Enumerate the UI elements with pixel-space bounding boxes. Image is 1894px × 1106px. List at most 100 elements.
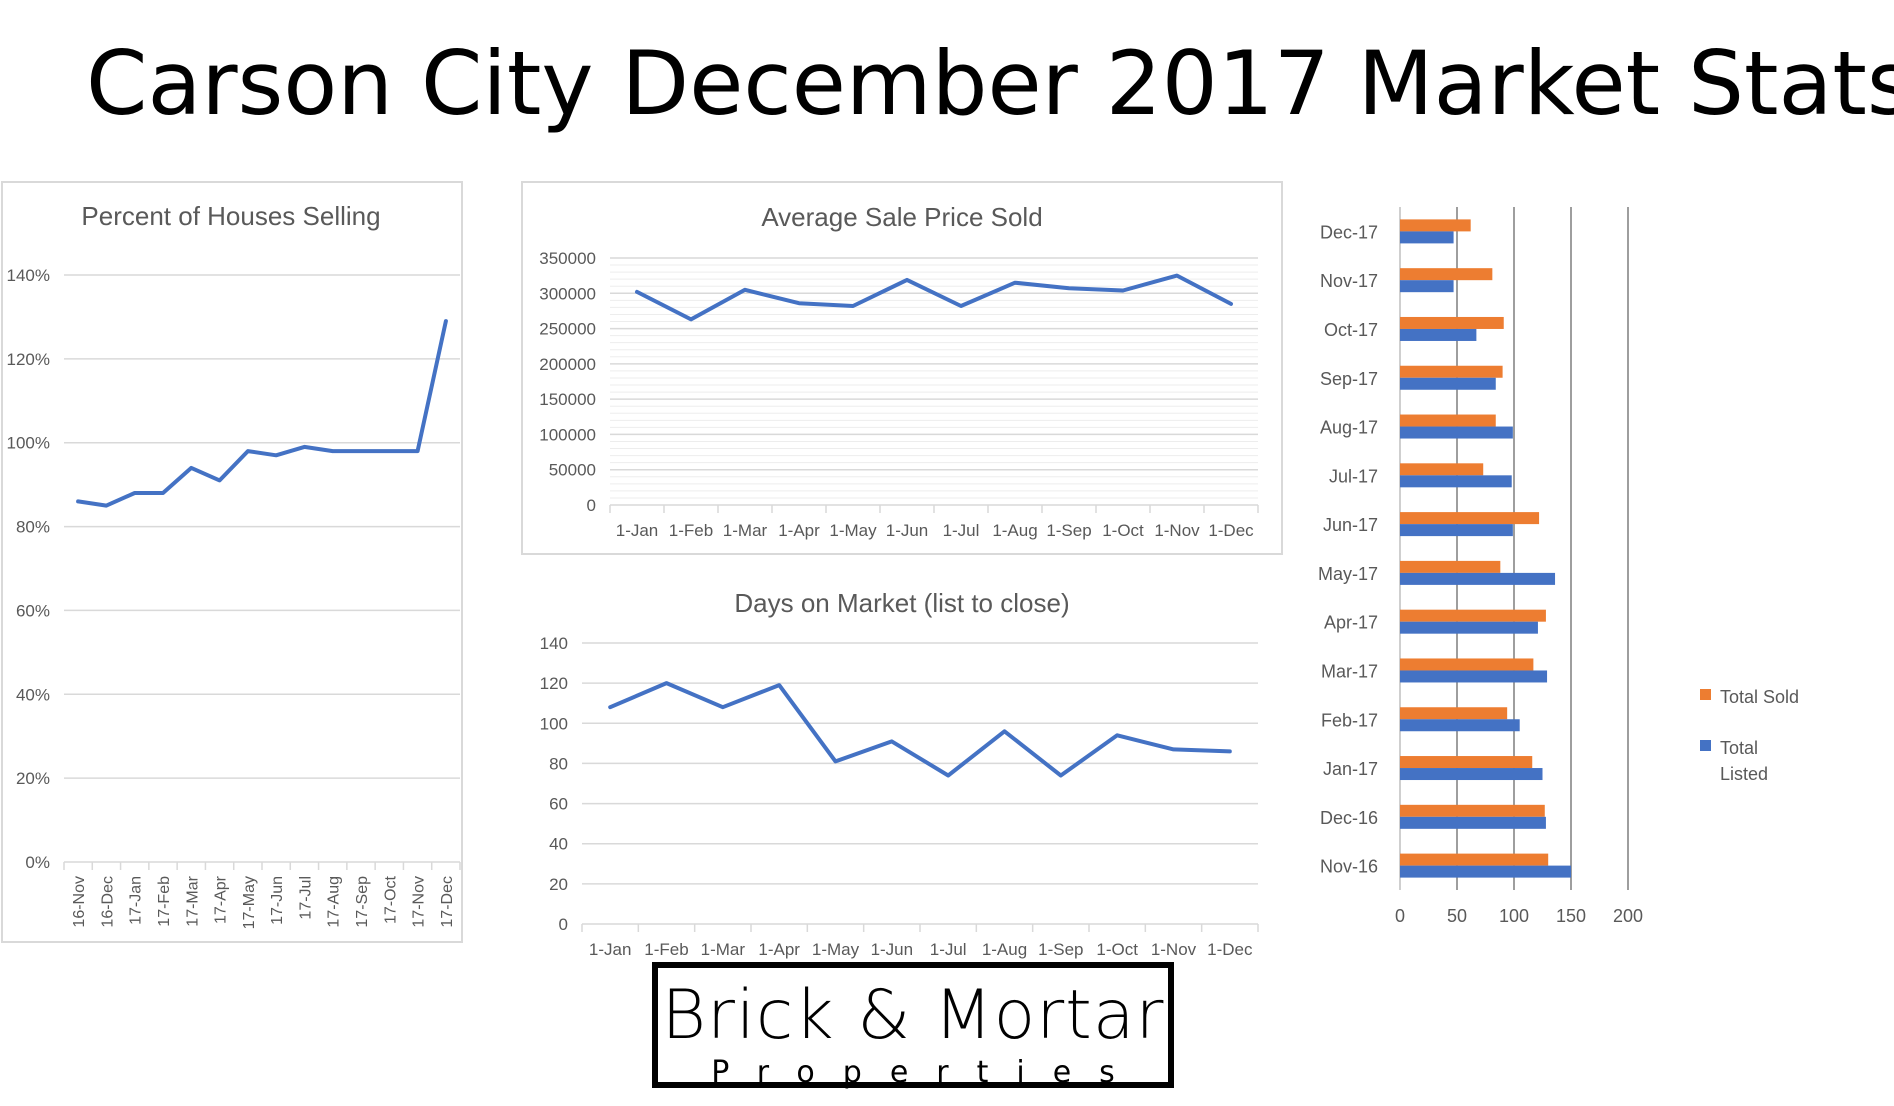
y-tick-label: Dec-17 bbox=[1320, 222, 1378, 242]
y-tick-label: 100 bbox=[540, 714, 568, 733]
bar-total-listed bbox=[1400, 328, 1477, 341]
series-line bbox=[635, 273, 1233, 322]
y-tick-label: 0 bbox=[559, 915, 568, 934]
legend-swatch-listed bbox=[1700, 740, 1711, 751]
bar-total-listed bbox=[1400, 377, 1496, 390]
bar-total-sold bbox=[1400, 316, 1504, 329]
x-tick-label: 1-Oct bbox=[1096, 940, 1138, 959]
x-tick-label: 17-Jan bbox=[128, 876, 145, 925]
y-tick-label: 140 bbox=[540, 634, 568, 653]
bar-total-listed bbox=[1400, 426, 1513, 439]
x-tick-label: 1-Jan bbox=[589, 940, 632, 959]
logo-main-text: Brick & Mortar bbox=[661, 976, 1165, 1055]
bar-total-listed bbox=[1400, 280, 1454, 293]
x-tick-label: 150 bbox=[1556, 906, 1586, 926]
x-tick-label: 50 bbox=[1447, 906, 1467, 926]
x-tick-label: 1-May bbox=[812, 940, 860, 959]
x-tick-label: 1-Apr bbox=[758, 940, 800, 959]
x-tick-label: 0 bbox=[1395, 906, 1405, 926]
x-tick-label: 1-Aug bbox=[982, 940, 1027, 959]
bar-total-sold bbox=[1400, 463, 1484, 476]
bar-total-listed bbox=[1400, 572, 1556, 585]
x-tick-label: 1-Sep bbox=[1038, 940, 1083, 959]
legend: Total Sold Total Listed bbox=[1700, 687, 1799, 784]
x-tick-label: 1-Jul bbox=[930, 940, 967, 959]
y-tick-label: Apr-17 bbox=[1324, 613, 1378, 633]
y-tick-label: Sep-17 bbox=[1320, 369, 1378, 389]
y-tick-label: 200000 bbox=[539, 355, 596, 374]
x-tick-label: 1-Apr bbox=[778, 521, 820, 540]
x-tick-label: 1-Dec bbox=[1207, 940, 1253, 959]
series-line bbox=[608, 681, 1232, 778]
chart-frame bbox=[521, 181, 1283, 555]
legend-swatch-sold bbox=[1700, 689, 1711, 700]
y-tick-label: 120 bbox=[540, 674, 568, 693]
y-tick-label: 250000 bbox=[539, 320, 596, 339]
page-title: Carson City December 2017 Market Stats bbox=[86, 32, 1894, 135]
bar-total-sold bbox=[1400, 560, 1501, 573]
y-tick-label: 300000 bbox=[539, 284, 596, 303]
y-tick-label: Feb-17 bbox=[1321, 710, 1378, 730]
bar-total-listed bbox=[1400, 816, 1546, 829]
y-tick-label: Nov-17 bbox=[1320, 271, 1378, 291]
x-tick-label: 1-Sep bbox=[1046, 521, 1091, 540]
x-tick-label: 17-Apr bbox=[213, 875, 230, 924]
chart-soldlisted: 0 50 100 150 200 Nov-16 Dec-16 Jan-17 Feb-17 Mar-… bbox=[1318, 207, 1799, 926]
x-tick-label: 16-Nov bbox=[71, 876, 88, 928]
y-tick-label: Oct-17 bbox=[1324, 320, 1378, 340]
x-tick-label: 1-Oct bbox=[1102, 521, 1144, 540]
y-tick-label: 20 bbox=[549, 875, 568, 894]
bar-total-listed bbox=[1400, 524, 1513, 537]
x-tick-label: 1-Aug bbox=[992, 521, 1037, 540]
x-tick-label: 17-May bbox=[241, 876, 258, 929]
brand-logo: Brick & Mortar Properties bbox=[652, 962, 1174, 1088]
bar-total-listed bbox=[1400, 865, 1571, 878]
chart-frame bbox=[1, 181, 463, 943]
y-tick-label: Jul-17 bbox=[1329, 466, 1378, 486]
bar-total-listed bbox=[1400, 475, 1512, 488]
x-tick-label: 1-Mar bbox=[723, 521, 768, 540]
y-tick-label: Nov-16 bbox=[1320, 857, 1378, 877]
x-tick-label: 100 bbox=[1499, 906, 1529, 926]
bar-total-sold bbox=[1400, 365, 1503, 378]
y-tick-label: 20% bbox=[16, 769, 50, 788]
y-tick-label: Jun-17 bbox=[1323, 515, 1378, 535]
bar-total-sold bbox=[1400, 268, 1493, 281]
y-tick-label: 60% bbox=[16, 601, 50, 620]
x-tick-label: 17-Jun bbox=[269, 876, 286, 925]
x-tick-label: 200 bbox=[1613, 906, 1643, 926]
y-tick-label: Aug-17 bbox=[1320, 418, 1378, 438]
chart-title: Percent of Houses Selling bbox=[81, 201, 380, 231]
bar-total-sold bbox=[1400, 756, 1533, 769]
bar-total-sold bbox=[1400, 414, 1496, 427]
x-tick-label: 1-Jun bbox=[871, 940, 914, 959]
x-tick-label: 17-Jul bbox=[297, 876, 314, 920]
bar-total-sold bbox=[1400, 853, 1549, 866]
x-tick-label: 17-Nov bbox=[411, 876, 428, 928]
chart-dom: Days on Market (list to close) 0 20 40 60 80 1… bbox=[540, 588, 1259, 959]
chart-title: Average Sale Price Sold bbox=[761, 202, 1042, 232]
x-tick-label: 1-Jul bbox=[943, 521, 980, 540]
x-tick-label: 17-Feb bbox=[156, 876, 173, 927]
y-tick-label: 0 bbox=[587, 496, 596, 515]
bar-total-sold bbox=[1400, 219, 1471, 232]
x-tick-label: 17-Sep bbox=[354, 876, 371, 928]
y-tick-label: 350000 bbox=[539, 249, 596, 268]
x-tick-label: 1-Nov bbox=[1151, 940, 1197, 959]
y-tick-label: 100% bbox=[7, 434, 50, 453]
x-tick-label: 17-Dec bbox=[439, 876, 456, 928]
bar-total-listed bbox=[1400, 621, 1538, 634]
legend-label-sold: Total Sold bbox=[1720, 687, 1799, 707]
legend-label-listed: Total Listed bbox=[1720, 738, 1768, 784]
x-tick-label: 1-Feb bbox=[644, 940, 688, 959]
x-tick-label: 17-Oct bbox=[382, 875, 399, 924]
y-tick-label: 0% bbox=[25, 853, 50, 872]
y-tick-label: Mar-17 bbox=[1321, 661, 1378, 681]
y-tick-label: 140% bbox=[7, 266, 50, 285]
x-tick-label: 17-Aug bbox=[326, 876, 343, 928]
bar-total-listed bbox=[1400, 670, 1548, 683]
y-tick-label: 100000 bbox=[539, 425, 596, 444]
x-tick-label: 1-Mar bbox=[701, 940, 746, 959]
y-tick-label: Dec-16 bbox=[1320, 808, 1378, 828]
